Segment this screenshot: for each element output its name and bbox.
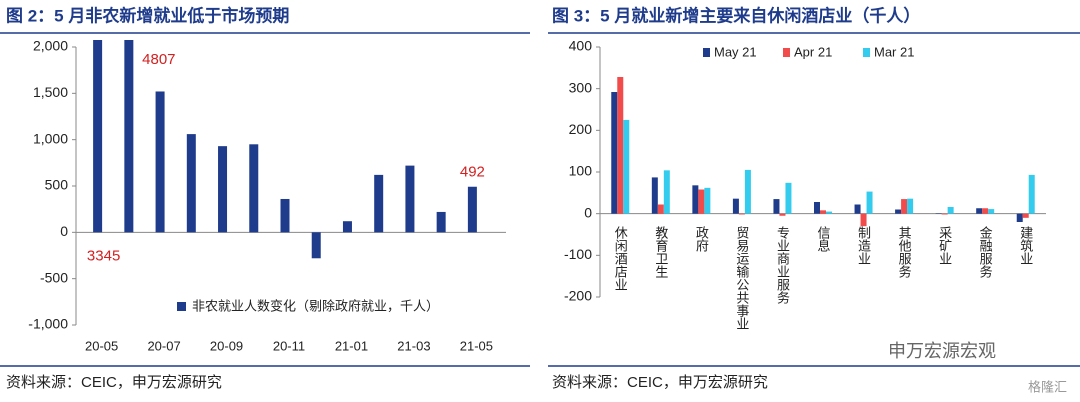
x-tick-label: 20-11 xyxy=(273,338,305,353)
x-tick-label: 金融服务 xyxy=(978,225,993,278)
bar xyxy=(218,146,228,233)
bar xyxy=(732,198,739,214)
y-tick-label: 200 xyxy=(569,121,593,137)
bar xyxy=(692,185,699,214)
chart-title: 图 2：5 月非农新增就业低于市场预期 xyxy=(6,5,289,25)
bar xyxy=(773,199,780,214)
bar xyxy=(785,182,792,214)
bar xyxy=(698,189,705,214)
bar xyxy=(374,174,384,233)
bar xyxy=(657,204,664,214)
x-tick-label: 20-09 xyxy=(210,338,243,353)
x-tick-label: 政府 xyxy=(694,226,709,253)
x-tick-label: 21-05 xyxy=(460,338,493,353)
bar xyxy=(779,213,786,216)
x-tick-label: 教育卫生 xyxy=(653,225,668,278)
bar xyxy=(1028,174,1035,214)
x-tick-label: 建筑业 xyxy=(1018,226,1033,265)
y-tick-label: -100 xyxy=(564,246,592,262)
bar xyxy=(311,232,321,259)
y-tick-label: -1,000 xyxy=(28,316,68,332)
bar xyxy=(405,165,415,233)
x-tick-label: 其他服务 xyxy=(897,226,912,278)
source: 资料来源：CEIC，申万宏源研究 xyxy=(552,374,768,391)
bar xyxy=(342,221,352,233)
y-tick-label: 100 xyxy=(569,163,593,179)
x-tick-label: 20-05 xyxy=(85,338,118,353)
legend-label: Mar 21 xyxy=(874,44,914,59)
bar xyxy=(1022,213,1029,218)
bar xyxy=(976,208,983,214)
y-tick-label: 1,000 xyxy=(33,130,68,146)
legend-swatch xyxy=(703,48,710,57)
bar xyxy=(663,170,670,214)
bar xyxy=(814,202,820,214)
bar xyxy=(249,144,259,233)
x-tick-label: 采矿业 xyxy=(937,226,952,265)
y-tick-label: 2,000 xyxy=(33,38,68,54)
bar xyxy=(860,213,867,227)
legend-swatch xyxy=(863,48,870,57)
data-label: 492 xyxy=(460,164,485,181)
source: 资料来源：CEIC，申万宏源研究 xyxy=(6,374,222,391)
x-tick-label: 20-07 xyxy=(147,338,180,353)
x-tick-label: 制造业 xyxy=(856,226,871,265)
watermark: 申万宏源宏观 xyxy=(888,341,996,361)
bar xyxy=(895,209,902,214)
legend-swatch xyxy=(783,48,790,57)
watermark: 格隆汇 xyxy=(1028,379,1067,394)
bar xyxy=(907,198,914,214)
data-label: 4807 xyxy=(142,51,175,68)
legend-label: 非农就业人数变化（剔除政府就业，千人） xyxy=(192,298,439,313)
bar xyxy=(93,40,103,233)
bar xyxy=(947,207,954,214)
y-tick-label: -500 xyxy=(40,269,68,285)
legend-label: May 21 xyxy=(714,44,757,59)
bar xyxy=(280,198,290,233)
bar xyxy=(901,199,908,214)
y-tick-label: -200 xyxy=(564,288,592,304)
bar xyxy=(941,213,948,215)
bar xyxy=(866,191,873,214)
chart-title: 图 3：5 月就业新增主要来自休闲酒店业（千人） xyxy=(552,5,920,25)
y-tick-label: 500 xyxy=(45,177,69,193)
bar xyxy=(617,77,624,214)
bar xyxy=(826,211,832,214)
bar xyxy=(186,134,196,233)
x-tick-label: 信息 xyxy=(816,226,831,252)
y-tick-label: 1,500 xyxy=(33,84,68,100)
bar xyxy=(1016,213,1023,222)
y-tick-label: 0 xyxy=(60,223,68,239)
x-tick-label: 专业商业服务 xyxy=(775,226,790,304)
x-tick-label: 贸易运输公共事业 xyxy=(734,226,749,330)
legend-swatch xyxy=(177,302,186,311)
y-tick-label: 400 xyxy=(569,38,593,54)
bar xyxy=(744,169,751,214)
bar xyxy=(651,177,658,214)
bar xyxy=(623,119,630,214)
bar xyxy=(704,187,711,214)
y-tick-label: 300 xyxy=(569,79,593,95)
bar xyxy=(155,91,165,233)
bar xyxy=(738,213,745,215)
bar xyxy=(982,208,989,214)
bar xyxy=(124,40,134,233)
x-tick-label: 21-01 xyxy=(335,338,368,353)
bar xyxy=(988,209,995,214)
bar xyxy=(467,186,477,233)
x-tick-label: 21-03 xyxy=(397,338,430,353)
bar xyxy=(611,92,618,214)
bar xyxy=(436,211,446,233)
y-tick-label: 0 xyxy=(584,204,592,220)
data-label: 3345 xyxy=(87,247,120,264)
bar xyxy=(854,204,861,214)
plot xyxy=(93,40,477,259)
bar xyxy=(820,210,826,214)
legend-label: Apr 21 xyxy=(794,44,832,59)
x-tick-label: 休闲酒店业 xyxy=(613,226,628,291)
